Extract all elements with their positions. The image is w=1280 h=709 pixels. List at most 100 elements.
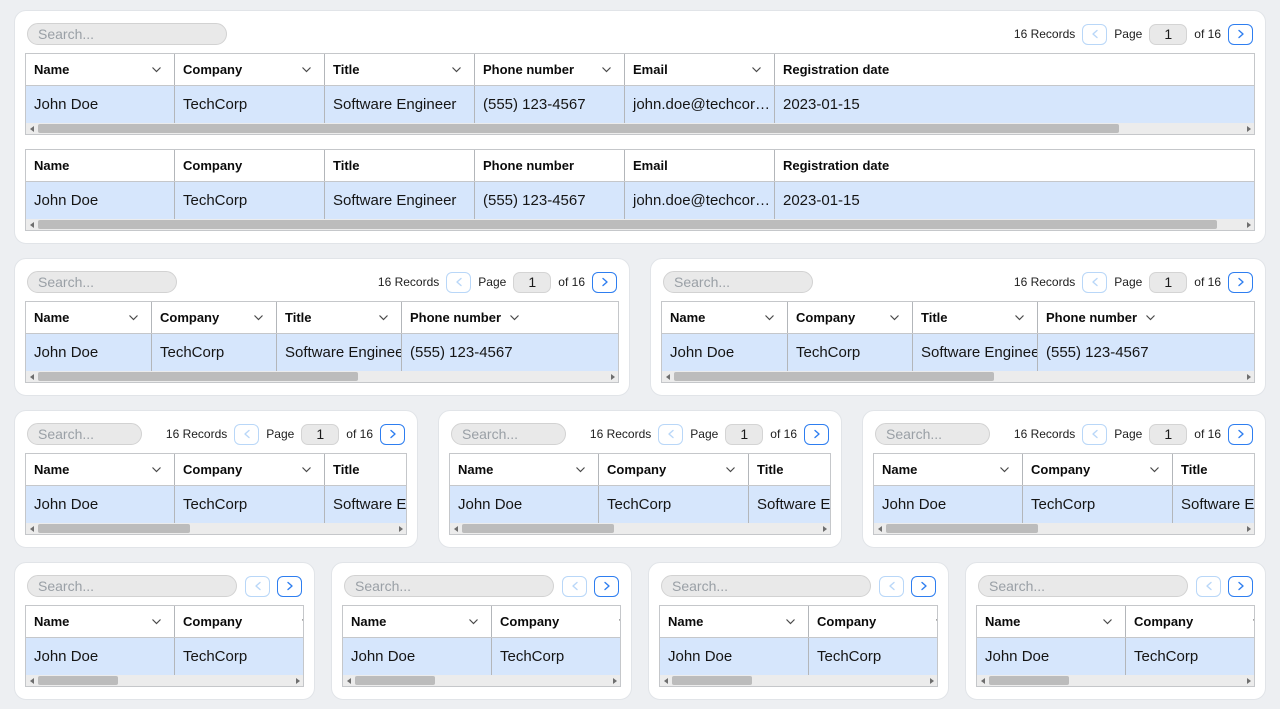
column-header-title[interactable]: Title (748, 454, 830, 485)
prev-page-button[interactable] (562, 575, 587, 597)
page-number-input[interactable] (1149, 423, 1188, 445)
cell-company[interactable]: TechCorp (174, 486, 324, 523)
table-row[interactable]: John Doe TechCorp Software Engineer (555… (26, 334, 618, 371)
column-header-name[interactable]: Name (26, 150, 174, 181)
prev-page-button[interactable] (1082, 23, 1108, 45)
cell-title[interactable]: Software Engineer (748, 486, 830, 523)
cell-registration[interactable]: 2023-01-15 (774, 86, 924, 123)
column-header-company[interactable]: Company (598, 454, 748, 485)
cell-title[interactable]: Software Engineer (276, 334, 401, 371)
column-header-phone[interactable]: Phone number (474, 54, 624, 85)
cell-company[interactable]: TechCorp (1125, 638, 1254, 675)
cell-phone[interactable]: (555) 123-4567 (474, 86, 624, 123)
search-input[interactable] (661, 575, 871, 597)
page-number-input[interactable] (301, 423, 340, 445)
search-input[interactable] (875, 423, 990, 445)
horizontal-scrollbar[interactable] (874, 523, 1254, 534)
scroll-left-arrow-icon[interactable] (26, 371, 37, 382)
cell-name[interactable]: John Doe (34, 648, 99, 665)
table-row[interactable]: John Doe TechCorp Software Engineer (555… (26, 182, 1254, 219)
prev-page-button[interactable] (1082, 423, 1108, 445)
scrollbar-thumb[interactable] (674, 372, 994, 381)
cell-title[interactable]: Software Engineer (324, 182, 474, 219)
page-number-input[interactable] (513, 271, 552, 293)
next-page-button[interactable] (1228, 423, 1253, 445)
scroll-right-arrow-icon[interactable] (609, 675, 620, 686)
horizontal-scrollbar[interactable] (26, 523, 406, 534)
scroll-right-arrow-icon[interactable] (292, 675, 303, 686)
cell-company[interactable]: TechCorp (174, 638, 303, 675)
search-input[interactable] (663, 271, 813, 293)
scroll-left-arrow-icon[interactable] (660, 675, 671, 686)
cell-phone[interactable]: (555) 123-4567 (401, 334, 526, 371)
column-header-name[interactable]: Name (660, 606, 808, 637)
column-header-name[interactable]: Name (343, 606, 491, 637)
next-page-button[interactable] (911, 575, 936, 597)
scroll-left-arrow-icon[interactable] (450, 523, 461, 534)
column-header-email[interactable]: Email (624, 54, 774, 85)
page-number-input[interactable] (725, 423, 764, 445)
table-row[interactable]: John Doe TechCorp (26, 638, 303, 675)
scrollbar-thumb[interactable] (672, 676, 753, 685)
horizontal-scrollbar[interactable] (26, 371, 618, 382)
scroll-right-arrow-icon[interactable] (1243, 123, 1254, 134)
cell-name[interactable]: John Doe (34, 96, 99, 113)
scroll-left-arrow-icon[interactable] (662, 371, 673, 382)
cell-title[interactable]: Software Engineer (1172, 486, 1254, 523)
horizontal-scrollbar[interactable] (977, 675, 1254, 686)
cell-title[interactable]: Software Engineer (324, 86, 474, 123)
column-header-name[interactable]: Name (26, 54, 174, 85)
next-page-button[interactable] (277, 575, 302, 597)
scroll-right-arrow-icon[interactable] (1243, 523, 1254, 534)
column-header-name[interactable]: Name (977, 606, 1125, 637)
scroll-left-arrow-icon[interactable] (874, 523, 885, 534)
scroll-left-arrow-icon[interactable] (26, 675, 37, 686)
scroll-right-arrow-icon[interactable] (926, 675, 937, 686)
column-header-title[interactable]: Title (276, 302, 401, 333)
column-header-title[interactable]: Title (1172, 454, 1254, 485)
scrollbar-thumb[interactable] (989, 676, 1070, 685)
column-header-company[interactable]: Company (808, 606, 937, 637)
search-input[interactable] (344, 575, 554, 597)
column-header-title[interactable]: Title (324, 150, 474, 181)
scrollbar-thumb[interactable] (38, 676, 119, 685)
column-header-phone[interactable]: Phone number (1037, 302, 1162, 333)
column-header-registration[interactable]: Registration date (774, 54, 924, 85)
search-input[interactable] (451, 423, 566, 445)
cell-title[interactable]: Software Engineer (324, 486, 406, 523)
column-header-name[interactable]: Name (450, 454, 598, 485)
horizontal-scrollbar[interactable] (26, 675, 303, 686)
column-header-company[interactable]: Company (787, 302, 912, 333)
column-header-name[interactable]: Name (26, 302, 151, 333)
horizontal-scrollbar[interactable] (662, 371, 1254, 382)
horizontal-scrollbar[interactable] (660, 675, 937, 686)
prev-page-button[interactable] (446, 271, 472, 293)
scrollbar-thumb[interactable] (38, 124, 1119, 133)
column-header-company[interactable]: Company (174, 54, 324, 85)
prev-page-button[interactable] (234, 423, 260, 445)
scroll-left-arrow-icon[interactable] (26, 123, 37, 134)
search-input[interactable] (978, 575, 1188, 597)
scroll-right-arrow-icon[interactable] (819, 523, 830, 534)
horizontal-scrollbar[interactable] (450, 523, 830, 534)
column-header-name[interactable]: Name (662, 302, 787, 333)
table-row[interactable]: John Doe TechCorp (977, 638, 1254, 675)
column-header-title[interactable]: Title (912, 302, 1037, 333)
prev-page-button[interactable] (658, 423, 684, 445)
next-page-button[interactable] (380, 423, 405, 445)
cell-name[interactable]: John Doe (985, 648, 1050, 665)
scroll-right-arrow-icon[interactable] (1243, 371, 1254, 382)
column-header-phone[interactable]: Phone number (474, 150, 624, 181)
horizontal-scrollbar[interactable] (343, 675, 620, 686)
scroll-right-arrow-icon[interactable] (1243, 219, 1254, 230)
search-input[interactable] (27, 23, 227, 45)
prev-page-button[interactable] (1082, 271, 1108, 293)
cell-name[interactable]: John Doe (882, 496, 947, 513)
column-header-name[interactable]: Name (26, 606, 174, 637)
scrollbar-thumb[interactable] (462, 524, 614, 533)
column-header-company[interactable]: Company (174, 606, 303, 637)
column-header-title[interactable]: Title (324, 454, 406, 485)
horizontal-scrollbar[interactable] (26, 123, 1254, 134)
scrollbar-thumb[interactable] (38, 372, 358, 381)
next-page-button[interactable] (594, 575, 619, 597)
